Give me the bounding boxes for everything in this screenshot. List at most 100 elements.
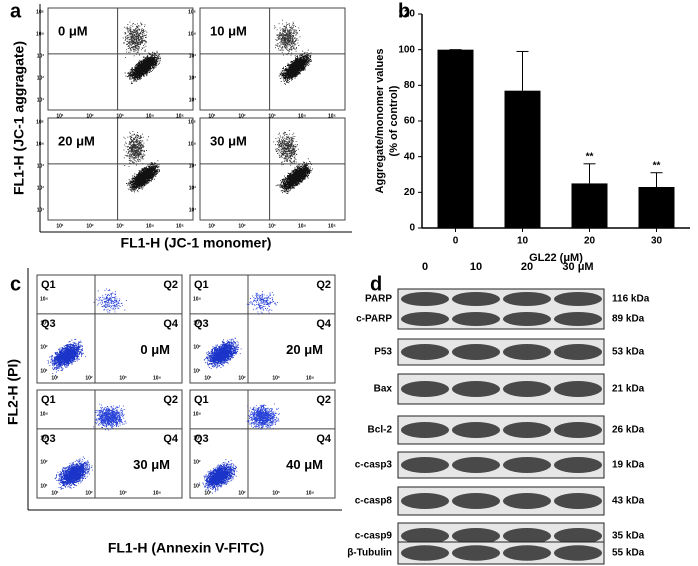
protein-label: PARP <box>365 294 392 305</box>
protein-label: c-casp8 <box>355 496 393 507</box>
quadrant-label: Q2 <box>316 394 331 406</box>
quadrant-label: Q1 <box>194 279 209 291</box>
quadrant-label: Q4 <box>316 318 332 330</box>
tick-label: 10¹ <box>40 368 48 374</box>
dot-cloud <box>126 160 160 193</box>
size-label: 116 kDa <box>612 294 650 305</box>
tick-label: 10³ <box>268 113 276 119</box>
band <box>452 312 500 326</box>
tick-label: 10⁴ <box>188 31 197 37</box>
tick-label: 10¹ <box>37 207 45 213</box>
x-axis-label: FL1-H (JC-1 monomer) <box>121 235 272 251</box>
band <box>554 344 602 360</box>
dot-cloud <box>203 337 242 369</box>
tick-label: 10³ <box>116 113 124 119</box>
significance: ** <box>653 160 661 171</box>
tick-label: 10² <box>37 75 45 81</box>
protein-label: β-Tubulin <box>347 548 392 559</box>
tick-label: 10⁵ <box>188 9 197 15</box>
tick-label: 10⁴ <box>40 296 49 302</box>
x-tick-label: 10 <box>517 236 529 247</box>
panel-letter: a <box>10 0 22 22</box>
tick-label: 10⁴ <box>146 223 155 229</box>
band <box>452 292 500 306</box>
plot-frame <box>36 274 183 384</box>
tick-label: 10² <box>37 185 45 191</box>
plot-label: 30 μM <box>133 457 170 472</box>
tick-label: 10² <box>86 223 94 229</box>
plot-frame <box>47 7 194 111</box>
plot-frame <box>189 274 336 384</box>
band <box>554 493 602 509</box>
lane-label: 30 μM <box>562 261 593 273</box>
tick-label: 10⁴ <box>306 490 315 496</box>
plot-frame <box>47 117 194 221</box>
tick-label: 10³ <box>272 490 280 496</box>
tick-label: 10³ <box>193 320 201 326</box>
tick-label: 10² <box>238 113 246 119</box>
tick-label: 10² <box>193 459 201 465</box>
band <box>452 493 500 509</box>
x-axis-label: GL22 (μM) <box>529 252 583 264</box>
tick-label: 10² <box>238 490 246 496</box>
tick-label: 10² <box>85 375 93 381</box>
tick-label: 10³ <box>272 375 280 381</box>
size-label: 35 kDa <box>612 531 645 542</box>
band <box>554 545 602 561</box>
dot-cloud <box>47 338 86 376</box>
band <box>554 312 602 326</box>
y-axis-label: Aggregate/monomer values <box>374 49 386 194</box>
y-tick-label: 20 <box>404 187 416 198</box>
y-tick-label: 0 <box>409 223 415 234</box>
tick-label: 10² <box>86 113 94 119</box>
protein-label: Bcl-2 <box>368 425 393 436</box>
tick-label: 10¹ <box>193 483 201 489</box>
tick-label: 10² <box>40 344 48 350</box>
quadrant-label: Q3 <box>194 433 209 445</box>
tick-label: 10⁵ <box>328 113 337 119</box>
quadrant-label: Q2 <box>163 279 178 291</box>
plot-frame <box>189 389 336 499</box>
x-tick-label: 0 <box>453 236 459 247</box>
y-axis-label: FL1-H (JC-1 aggragate) <box>11 41 27 195</box>
tick-label: 10¹ <box>51 375 59 381</box>
plot-frame <box>36 389 183 499</box>
tick-label: 10¹ <box>37 97 45 103</box>
band <box>554 422 602 438</box>
y-tick-label: 40 <box>404 151 416 162</box>
band <box>401 528 449 544</box>
dot-cloud <box>278 49 312 85</box>
band <box>401 493 449 509</box>
plot-label: 20 μM <box>286 342 323 357</box>
quadrant-label: Q3 <box>194 318 209 330</box>
panel-letter: d <box>370 273 382 295</box>
tick-label: 10¹ <box>40 483 48 489</box>
plot-label: 20 μM <box>58 133 95 148</box>
band <box>401 422 449 438</box>
band <box>503 528 551 544</box>
tick-label: 10³ <box>268 223 276 229</box>
band <box>503 312 551 326</box>
tick-label: 10³ <box>119 375 127 381</box>
quadrant-label: Q4 <box>163 318 179 330</box>
band <box>401 344 449 360</box>
tick-label: 10² <box>85 490 93 496</box>
plot-label: 10 μM <box>210 23 247 38</box>
y-tick-label: 60 <box>404 116 416 127</box>
lane-label: 10 <box>470 261 482 273</box>
tick-label: 10³ <box>40 435 48 441</box>
dot-cloud <box>273 130 299 166</box>
size-label: 19 kDa <box>612 460 645 471</box>
tick-label: 10⁵ <box>188 119 197 125</box>
band <box>554 528 602 544</box>
dot-cloud <box>273 19 301 57</box>
tick-label: 10² <box>40 459 48 465</box>
band <box>503 457 551 473</box>
tick-label: 10¹ <box>189 97 197 103</box>
quadrant-label: Q4 <box>316 433 332 445</box>
significance: ** <box>586 151 594 162</box>
dot-cloud <box>93 288 127 313</box>
band <box>452 528 500 544</box>
band <box>401 312 449 326</box>
tick-label: 10⁴ <box>153 490 162 496</box>
